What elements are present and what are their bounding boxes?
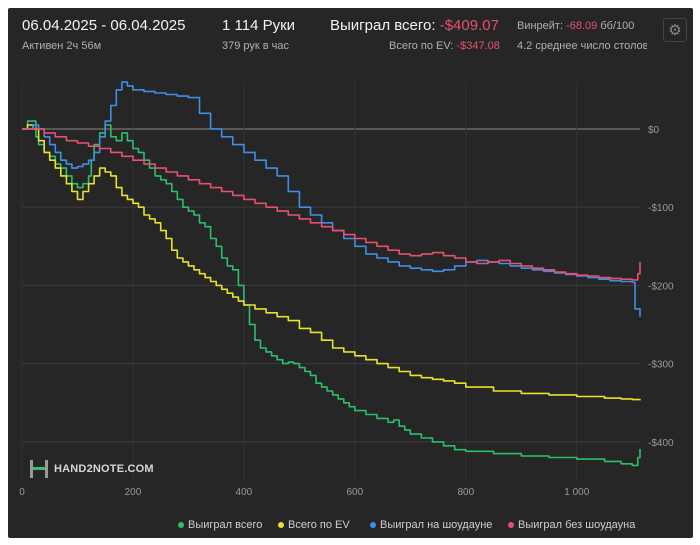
legend-label: Выиграл всего bbox=[188, 519, 262, 531]
y-tick-label: -$100 bbox=[648, 203, 674, 214]
chart-panel: 06.04.2025 - 06.04.2025 Активен 2ч 56м 1… bbox=[8, 8, 693, 538]
x-tick-label: 400 bbox=[236, 487, 253, 498]
x-tick-label: 0 bbox=[19, 487, 25, 498]
line-chart: $0 -$100 -$200 -$300 -$400 0 200 400 600 800 1 000 bbox=[8, 8, 693, 538]
legend-swatch bbox=[278, 522, 284, 528]
legend-label: Выиграл без шоудауна bbox=[518, 519, 635, 531]
legend-swatch bbox=[178, 522, 184, 528]
logo-mark bbox=[30, 460, 48, 478]
y-tick-label: $0 bbox=[648, 125, 660, 136]
series-line-1 bbox=[22, 121, 640, 465]
logo-text: HAND2NOTE.COM bbox=[54, 463, 154, 475]
x-tick-label: 1 000 bbox=[564, 487, 589, 498]
y-tick-label: -$300 bbox=[648, 360, 674, 371]
legend-item[interactable]: Выиграл на шоудауне bbox=[370, 519, 492, 531]
x-tick-label: 200 bbox=[125, 487, 142, 498]
x-tick-label: 600 bbox=[347, 487, 364, 498]
series-line-3 bbox=[22, 82, 640, 317]
legend-item[interactable]: Всего по EV bbox=[278, 519, 350, 531]
y-tick-label: -$200 bbox=[648, 281, 674, 292]
series-line-4 bbox=[22, 129, 640, 280]
legend-item[interactable]: Выиграл без шоудауна bbox=[508, 519, 635, 531]
legend-label: Всего по EV bbox=[288, 519, 350, 531]
y-tick-label: -$400 bbox=[648, 438, 674, 449]
legend-label: Выиграл на шоудауне bbox=[380, 519, 492, 531]
x-tick-label: 800 bbox=[457, 487, 474, 498]
legend-swatch bbox=[508, 522, 514, 528]
legend-swatch bbox=[370, 522, 376, 528]
logo: HAND2NOTE.COM bbox=[30, 460, 154, 478]
series-line-2 bbox=[22, 125, 640, 400]
legend-item[interactable]: Выиграл всего bbox=[178, 519, 262, 531]
